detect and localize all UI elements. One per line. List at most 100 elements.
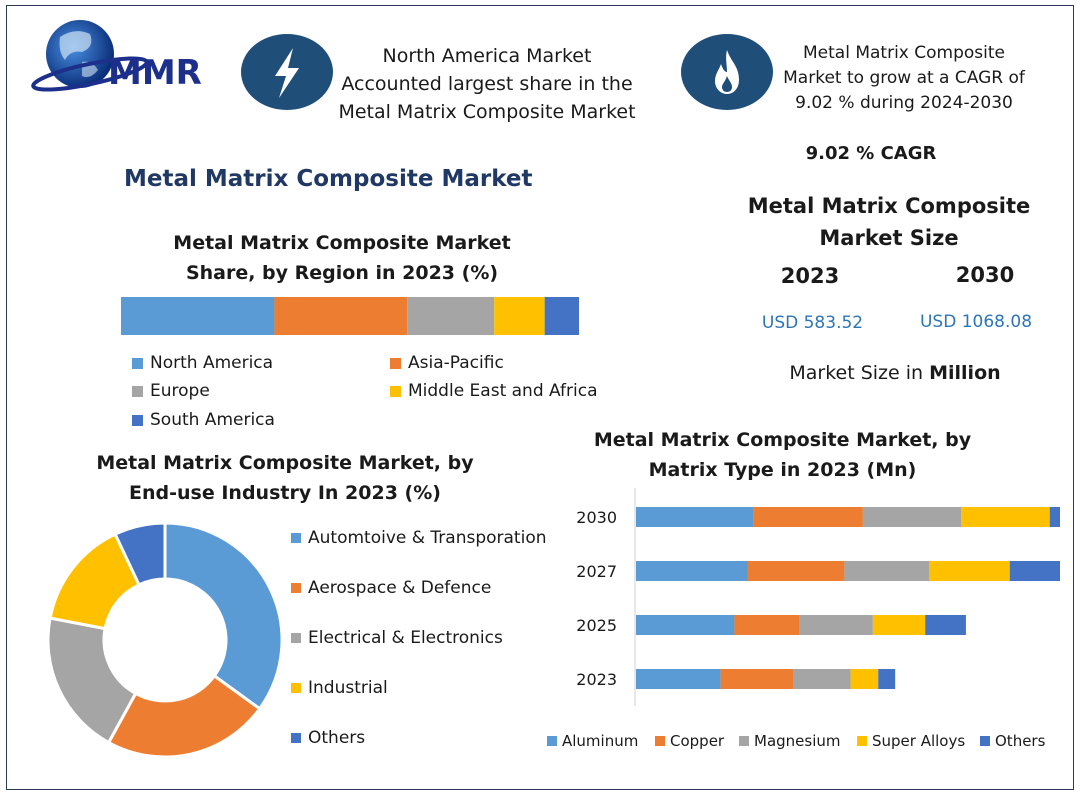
region-segment-asia-pacific <box>274 297 408 335</box>
region-chart-title: Metal Matrix Composite Market Share, by … <box>112 228 572 288</box>
legend-swatch-asia-pacific <box>390 357 401 369</box>
matrix-tick-label-2027: 2027 <box>576 562 617 581</box>
matrix-legend-aluminum: Aluminum <box>547 732 638 750</box>
cagr-callout-line-1: Metal Matrix Composite <box>803 43 1005 63</box>
matrix-bar-2030-super-alloys <box>961 507 1050 527</box>
region-segment-south-america <box>544 297 579 335</box>
donut-legend-label-industrial: Industrial <box>308 678 388 698</box>
legend-swatch-europe <box>132 385 143 397</box>
lightning-icon <box>275 48 299 98</box>
matrix-bar-2030-others <box>1049 507 1060 527</box>
matrix-legend-super-alloys: Super Alloys <box>857 732 965 750</box>
donut-legend-label-aerospace: Aerospace & Defence <box>308 578 492 598</box>
matrix-tick-label-2023: 2023 <box>576 670 617 689</box>
matrix-bar-2025-aluminum <box>636 615 735 635</box>
year-2030-label: 2030 <box>955 263 1015 287</box>
matrix-bar-2023-copper <box>720 669 794 689</box>
legend-europe: Europe <box>132 381 210 401</box>
region-segment-europe <box>407 297 495 335</box>
region-segment-middle-east-and-africa <box>494 297 545 335</box>
donut-legend-label-automotive: Automtoive & Transporation <box>308 528 547 548</box>
market-size-unit: Market Size in Million <box>770 362 1020 384</box>
region-callout: North America Market Accounted largest s… <box>332 42 642 126</box>
matrix-legend-label-aluminum: Aluminum <box>562 732 639 750</box>
donut-legend-aerospace: Aerospace & Defence <box>291 578 491 598</box>
matrix-legend-label-magnesium: Magnesium <box>754 732 841 750</box>
legend-swatch-south-america <box>132 414 143 426</box>
matrix-bar-2027-magnesium <box>844 561 930 581</box>
donut-chart-title: Metal Matrix Composite Market, by End-us… <box>70 448 500 508</box>
region-segment-north-america <box>121 297 275 335</box>
flame-icon <box>715 50 739 94</box>
matrix-legend-swatch-super-alloys <box>857 736 867 746</box>
donut-slice-others <box>113 521 167 587</box>
matrix-bar-2027-copper <box>747 561 845 581</box>
globe-logo-icon: MMR <box>31 20 202 93</box>
matrix-bar-2023-others <box>878 669 896 689</box>
matrix-legend-magnesium: Magnesium <box>739 732 841 750</box>
matrix-bar-2025-magnesium <box>799 615 873 635</box>
legend-swatch-middle-east-africa <box>390 385 401 397</box>
region-chart-title-text: Metal Matrix Composite Market Share, by … <box>173 232 511 284</box>
lightning-badge <box>241 34 333 110</box>
matrix-bar-2025-super-alloys <box>872 615 926 635</box>
cagr-callout: Metal Matrix Composite Market to grow at… <box>770 41 1038 116</box>
market-size-title-line-1: Metal Matrix Composite <box>747 194 1031 218</box>
matrix-bar-2023-super-alloys <box>850 669 879 689</box>
donut-legend-industrial: Industrial <box>291 678 388 698</box>
logo: MMR <box>20 12 220 97</box>
matrix-tick-label-2025: 2025 <box>576 616 617 635</box>
matrix-legend-copper: Copper <box>655 732 724 750</box>
unit-bold: Million <box>929 362 1001 384</box>
donut-legend-label-electrical: Electrical & Electronics <box>308 628 503 648</box>
end-use-donut-chart <box>46 521 284 759</box>
matrix-legend-swatch-copper <box>655 736 665 746</box>
donut-legend-swatch-electrical <box>291 633 301 643</box>
donut-chart-title-text: Metal Matrix Composite Market, by End-us… <box>96 452 474 504</box>
value-2023: USD 583.52 <box>761 313 864 333</box>
region-stacked-bar <box>121 297 579 335</box>
matrix-bar-2027-super-alloys <box>929 561 1010 581</box>
page-title: Metal Matrix Composite Market <box>124 166 533 192</box>
matrix-legend-swatch-aluminum <box>547 736 557 746</box>
donut-legend-swatch-aerospace <box>291 583 301 593</box>
matrix-bar-2030-aluminum <box>636 507 754 527</box>
donut-legend-others: Others <box>291 728 365 748</box>
legend-label-europe: Europe <box>150 381 210 401</box>
donut-legend-swatch-others <box>291 733 301 743</box>
legend-asia-pacific: Asia-Pacific <box>390 353 504 373</box>
value-2030: USD 1068.08 <box>919 312 1033 332</box>
donut-legend-electrical: Electrical & Electronics <box>291 628 503 648</box>
matrix-legend-others: Others <box>980 732 1045 750</box>
donut-legend-automotive: Automtoive & Transporation <box>291 528 547 548</box>
region-callout-line-3: Metal Matrix Composite Market <box>338 101 636 123</box>
matrix-legend-label-copper: Copper <box>670 732 725 750</box>
matrix-chart-title-text: Metal Matrix Composite Market, by Matrix… <box>593 429 972 481</box>
matrix-bar-2030-magnesium <box>862 507 962 527</box>
donut-slice-aerospace-defence <box>106 673 262 759</box>
infographic-frame <box>6 5 1074 790</box>
region-callout-line-1: North America Market <box>382 45 592 67</box>
legend-north-america: North America <box>132 353 273 373</box>
matrix-bar-2030-copper <box>753 507 863 527</box>
flame-badge <box>681 34 773 110</box>
matrix-bar-2023-aluminum <box>636 669 721 689</box>
legend-middle-east-africa: Middle East and Africa <box>390 381 598 401</box>
matrix-bar-2023-magnesium <box>793 669 851 689</box>
year-2023-label: 2023 <box>780 264 840 288</box>
logo-text: MMR <box>108 53 202 93</box>
donut-slice-electrical-electronics <box>46 616 138 745</box>
matrix-bar-2025-others <box>925 615 966 635</box>
donut-legend-swatch-industrial <box>291 683 301 693</box>
matrix-bar-2027-others <box>1009 561 1060 581</box>
donut-slice-automtoive-transporation <box>163 521 284 711</box>
matrix-type-stacked-bars: 2030 2027 2025 2023 <box>576 488 1060 706</box>
legend-swatch-north-america <box>132 357 143 369</box>
unit-prefix: Market Size in <box>789 362 924 384</box>
legend-label-asia-pacific: Asia-Pacific <box>408 353 504 373</box>
matrix-legend-swatch-others <box>980 736 990 746</box>
matrix-tick-label-2030: 2030 <box>576 508 617 527</box>
matrix-chart-title: Metal Matrix Composite Market, by Matrix… <box>565 425 1000 485</box>
market-size-title-line-2: Market Size <box>819 226 959 250</box>
legend-south-america: South America <box>132 410 275 430</box>
